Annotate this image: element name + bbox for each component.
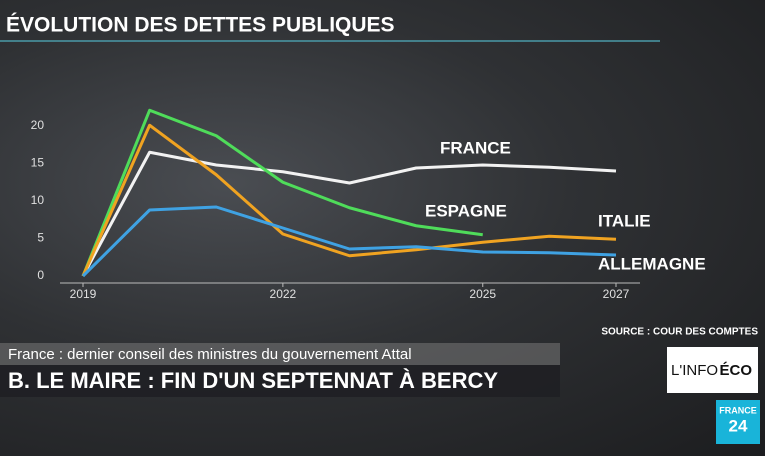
headline-bar — [0, 365, 560, 397]
y-tick-label: 5 — [37, 231, 44, 245]
y-tick-label: 10 — [31, 193, 45, 207]
x-tick-label: 2027 — [603, 287, 630, 301]
channel-logo-b: 24 — [729, 416, 748, 435]
series-label: ESPAGNE — [425, 201, 507, 220]
program-logo — [667, 347, 758, 393]
channel-logo-a: FRANCE — [719, 405, 757, 415]
series-line — [81, 123, 617, 277]
x-tick-label: 2025 — [469, 287, 496, 301]
headline: B. LE MAIRE : FIN D'UN SEPTENNAT À BERCY — [8, 368, 498, 393]
series-label: FRANCE — [440, 138, 511, 157]
y-tick-label: 20 — [31, 118, 45, 132]
y-tick-label: 0 — [37, 268, 44, 282]
program-logo-b: ÉCO — [719, 362, 752, 379]
source: SOURCE : COUR DES COMPTES — [601, 327, 758, 338]
x-tick-label: 2022 — [270, 287, 297, 301]
topic: France : dernier conseil des ministres d… — [8, 346, 412, 363]
series-line — [81, 205, 617, 278]
chart-title: ÉVOLUTION DES DETTES PUBLIQUES — [6, 14, 395, 37]
program-logo-a: L'INFO — [671, 362, 718, 379]
x-tick-label: 2019 — [70, 287, 97, 301]
channel-logo — [716, 400, 760, 444]
series-line — [81, 108, 483, 277]
series-label: ALLEMAGNE — [598, 254, 706, 273]
series-label: ITALIE — [598, 211, 651, 230]
y-tick-label: 15 — [31, 156, 45, 170]
series-line — [81, 150, 617, 277]
topic-bar — [0, 343, 560, 365]
